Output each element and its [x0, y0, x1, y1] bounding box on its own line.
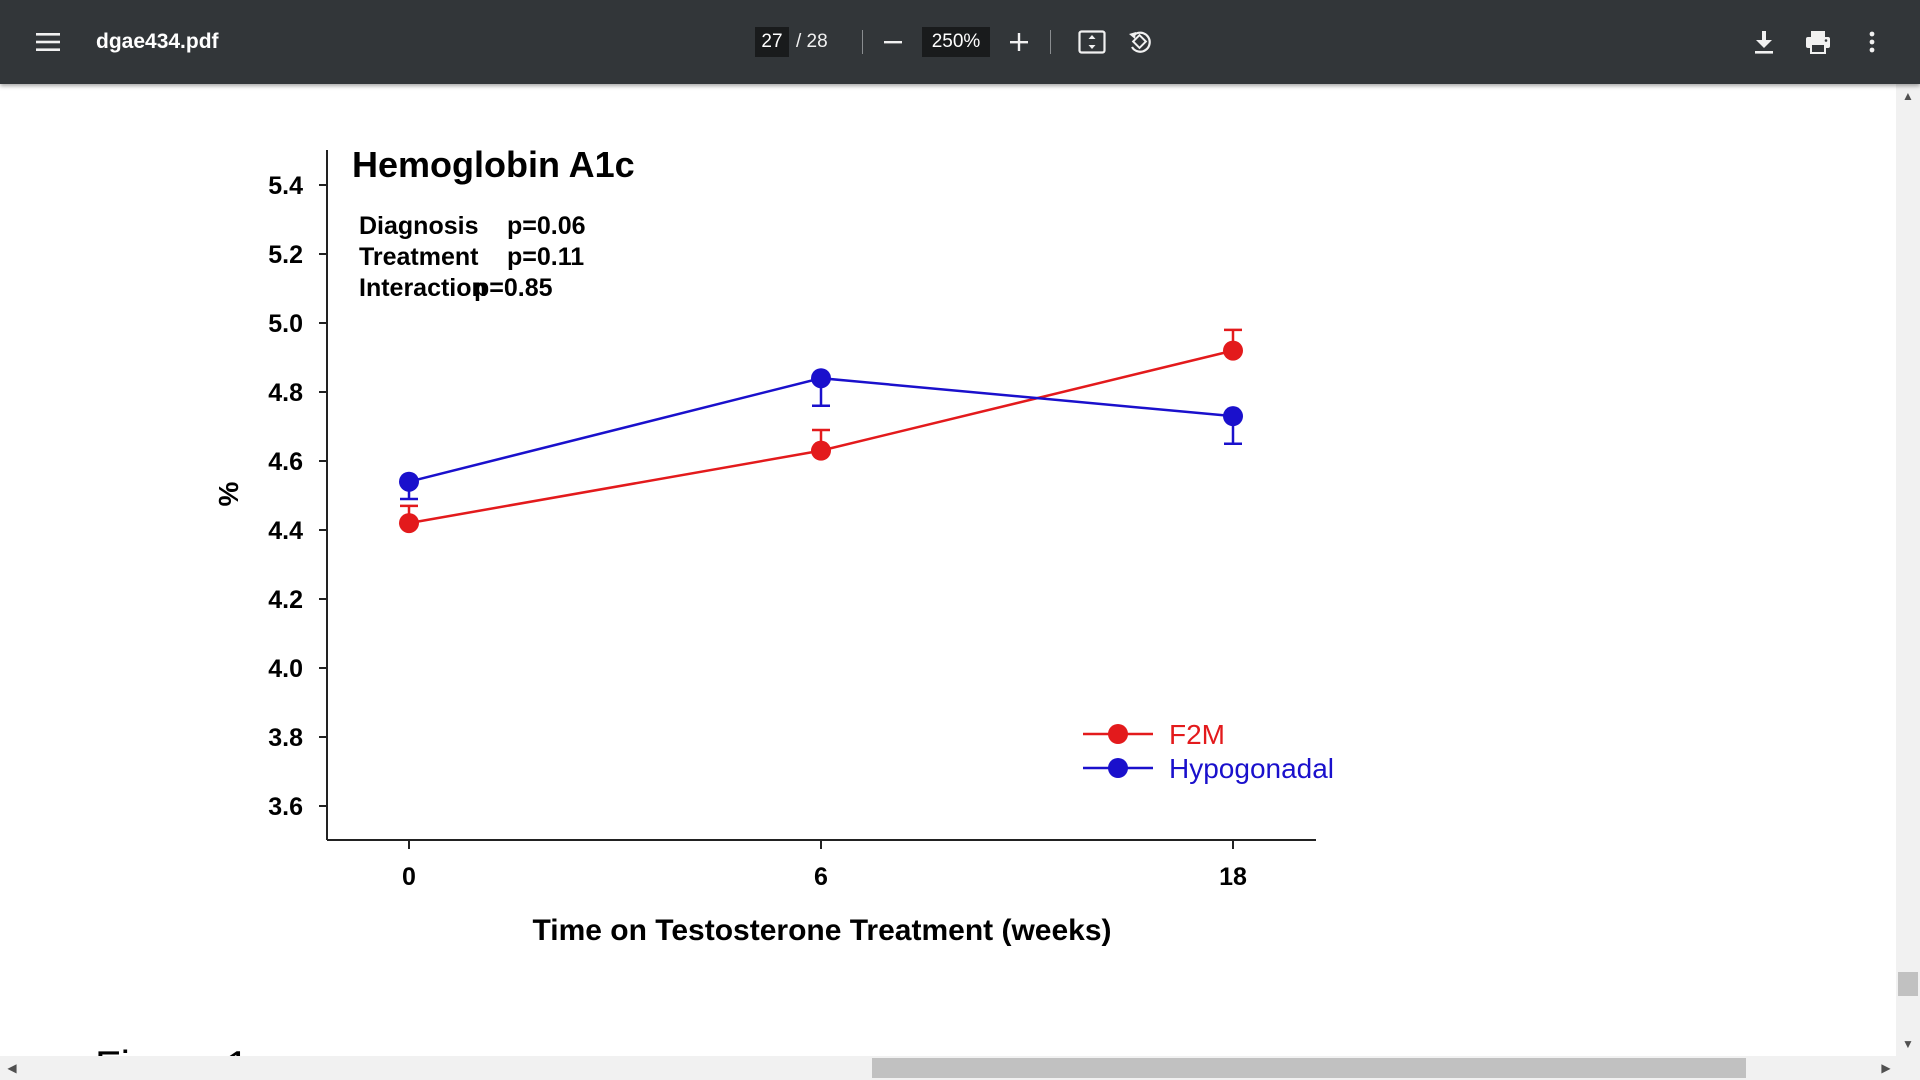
x-tick-label: 18 [1219, 863, 1247, 891]
print-button[interactable] [1798, 22, 1838, 62]
hypogonadal-legend-marker [1108, 758, 1128, 778]
f2m-legend-label: F2M [1169, 719, 1225, 750]
print-icon [1806, 31, 1830, 54]
scroll-up-arrow-icon[interactable]: ▲ [1902, 89, 1914, 103]
chart-title: Hemoglobin A1c [352, 144, 635, 185]
figure-caption-partial: Figure 1 [95, 1042, 249, 1056]
toolbar-divider [1050, 30, 1051, 54]
stat-label: Treatment [359, 243, 479, 271]
y-tick-label: 3.6 [268, 793, 303, 821]
scroll-right-arrow-icon[interactable]: ▶ [1881, 1061, 1891, 1075]
y-axis-label: % [213, 481, 244, 506]
menu-icon [36, 33, 60, 51]
hemoglobin-a1c-chart: Hemoglobin A1c Diagnosis p=0.06 Treatmen… [213, 144, 1334, 947]
stat-value: p=0.06 [507, 212, 586, 240]
y-tick-label: 5.0 [268, 310, 303, 338]
more-vert-icon [1869, 31, 1875, 53]
x-axis-label: Time on Testosterone Treatment (weeks) [532, 914, 1111, 947]
hypogonadal-data-point [1223, 406, 1243, 427]
zoom-out-button[interactable] [873, 22, 913, 62]
rotate-icon [1129, 31, 1151, 53]
f2m-legend-marker [1108, 724, 1128, 744]
x-tick-label: 0 [402, 863, 416, 891]
horizontal-scroll-thumb[interactable] [872, 1058, 1746, 1078]
stat-value: p=0.11 [507, 243, 584, 271]
vertical-scrollbar[interactable] [1896, 84, 1920, 1056]
f2m-data-point [811, 440, 831, 461]
y-tick-label: 4.4 [268, 517, 303, 545]
y-tick-label: 4.0 [268, 655, 303, 683]
plus-icon [1010, 33, 1028, 51]
document-title: dgae434.pdf [96, 30, 219, 53]
stats-annotations: Diagnosis p=0.06 Treatment p=0.11 Intera… [359, 212, 586, 302]
download-icon [1755, 31, 1773, 54]
zoom-in-button[interactable] [999, 22, 1039, 62]
fit-to-page-button[interactable] [1072, 22, 1112, 62]
scroll-left-arrow-icon[interactable]: ◀ [7, 1061, 17, 1075]
hypogonadal-legend-label: Hypogonadal [1169, 753, 1334, 784]
pdf-page-viewport[interactable]: Hemoglobin A1c Diagnosis p=0.06 Treatmen… [0, 84, 1896, 1056]
f2m-data-point [399, 513, 419, 534]
stat-value: p=0.85 [474, 274, 553, 302]
y-tick-label: 4.6 [268, 448, 303, 476]
pdf-toolbar: dgae434.pdf 27 / 28 250% [0, 0, 1920, 84]
rotate-button[interactable] [1120, 22, 1160, 62]
stat-label: Diagnosis [359, 212, 478, 240]
menu-button[interactable] [28, 22, 68, 62]
hypogonadal-data-point [399, 471, 419, 492]
more-options-button[interactable] [1852, 22, 1892, 62]
x-tick-label: 6 [814, 863, 828, 891]
minus-icon [884, 41, 902, 44]
zoom-level-input[interactable]: 250% [922, 27, 990, 57]
fit-page-icon [1078, 30, 1106, 54]
y-tick-label: 4.2 [268, 586, 303, 614]
download-button[interactable] [1744, 22, 1784, 62]
y-tick-label: 5.2 [268, 241, 303, 269]
y-tick-label: 5.4 [268, 172, 303, 200]
stat-label: Interaction [359, 274, 487, 302]
page-total: / 28 [796, 31, 828, 52]
vertical-scroll-thumb[interactable] [1898, 972, 1918, 996]
scroll-down-arrow-icon[interactable]: ▼ [1902, 1037, 1914, 1051]
toolbar-divider [862, 30, 863, 54]
f2m-data-point [1223, 340, 1243, 361]
page-number-input[interactable]: 27 [755, 27, 789, 57]
y-tick-label: 3.8 [268, 724, 303, 752]
y-tick-label: 4.8 [268, 379, 303, 407]
hypogonadal-data-point [811, 368, 831, 389]
